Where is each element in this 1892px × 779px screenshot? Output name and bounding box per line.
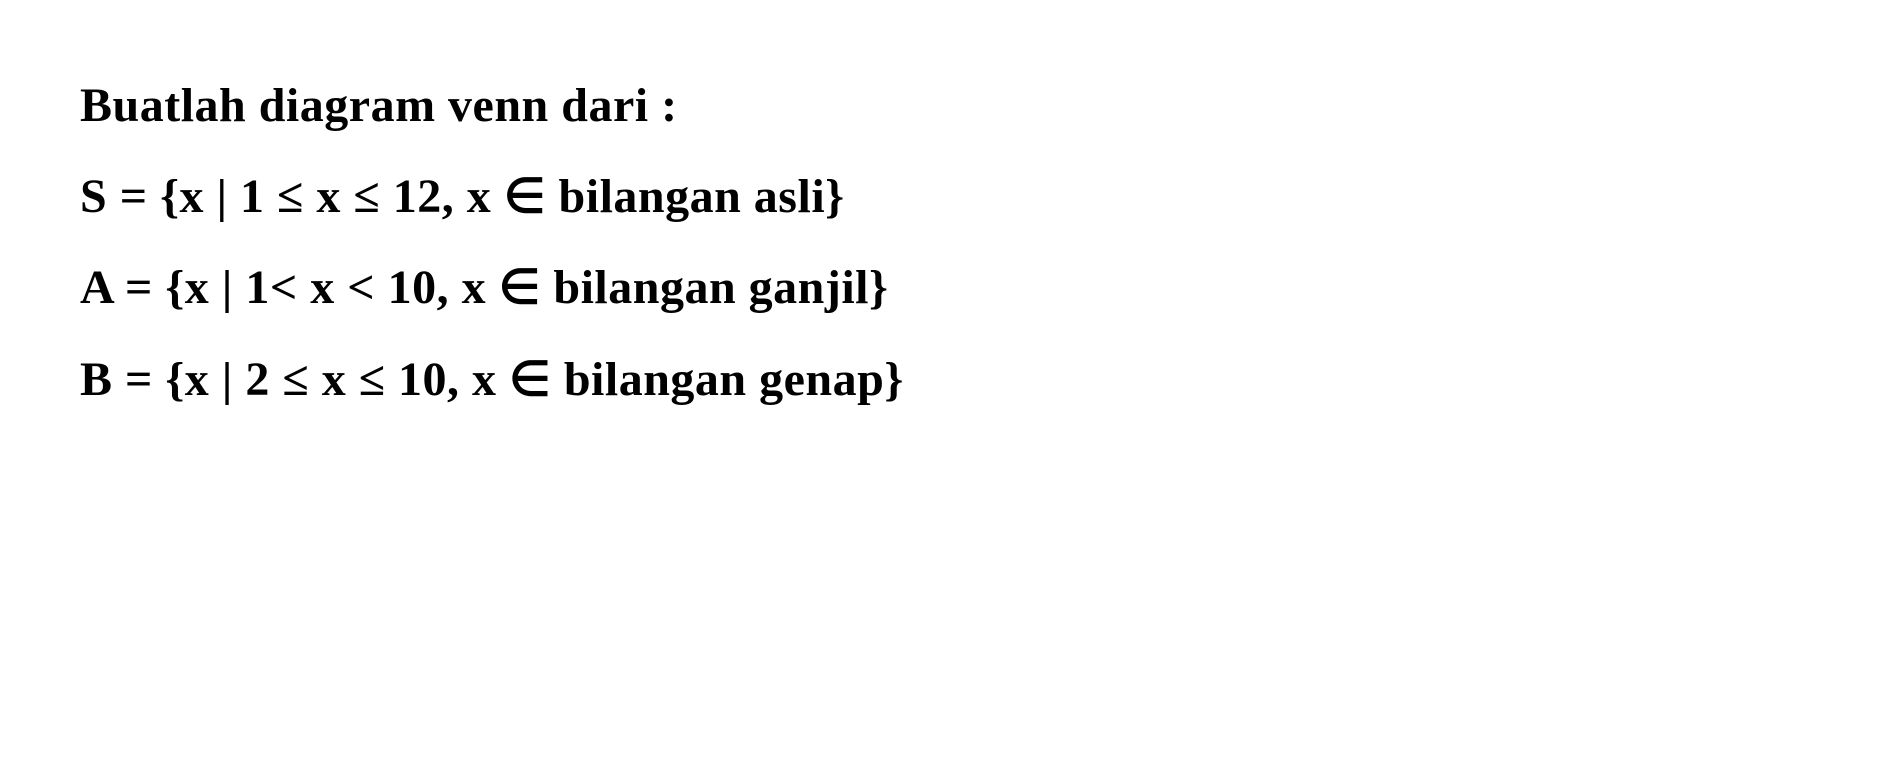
set-B-name: B [80,353,113,406]
set-B-expression: {x | 2 ≤ x ≤ 10, x ∈ bilangan genap} [165,353,903,406]
set-A-definition: A = {x | 1< x < 10, x ∈ bilangan ganjil} [80,242,1812,333]
set-S-name: S [80,170,107,223]
equals-sign: = [113,353,166,406]
set-A-name: A [80,261,113,314]
set-S-expression: {x | 1 ≤ x ≤ 12, x ∈ bilangan asli} [160,170,845,223]
math-problem-text: Buatlah diagram venn dari : S = {x | 1 ≤… [80,60,1812,425]
set-A-expression: {x | 1< x < 10, x ∈ bilangan ganjil} [165,261,888,314]
equals-sign: = [113,261,166,314]
set-S-definition: S = {x | 1 ≤ x ≤ 12, x ∈ bilangan asli} [80,151,1812,242]
equals-sign: = [107,170,160,223]
set-B-definition: B = {x | 2 ≤ x ≤ 10, x ∈ bilangan genap} [80,334,1812,425]
problem-title: Buatlah diagram venn dari : [80,60,1812,151]
